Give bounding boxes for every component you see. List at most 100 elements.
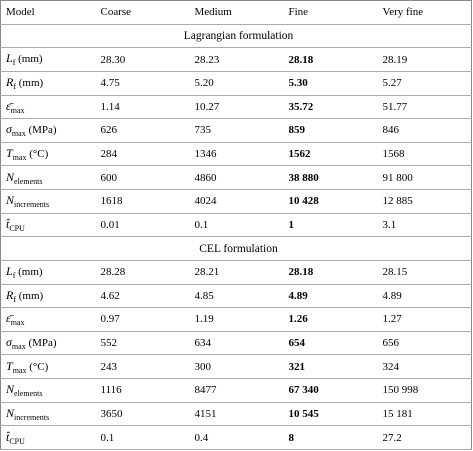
value-cell: 91 800: [377, 165, 472, 190]
unit: (mm): [18, 53, 43, 66]
value-cell: 1562: [283, 142, 378, 167]
symbol: σ: [6, 122, 12, 137]
data-row: Tmax (°C) 284 1346 1562 1568: [0, 142, 472, 167]
value-cell: 300: [189, 354, 284, 379]
value-cell: 552: [95, 331, 190, 356]
data-row: σmax (MPa) 552 634 654 656: [0, 331, 472, 356]
data-row: Lf (mm) 28.28 28.21 28.18 28.15: [0, 260, 472, 285]
subscript: f: [13, 82, 17, 92]
row-label: t̂CPU: [0, 213, 96, 238]
subscript: CPU: [9, 224, 25, 234]
subscript: max: [10, 318, 25, 328]
value-cell: 28.23: [189, 47, 284, 72]
value-cell: 5.20: [189, 71, 284, 96]
value-cell: 8477: [189, 378, 284, 403]
symbol: N: [6, 382, 15, 397]
value-cell: 0.4: [189, 425, 284, 450]
subscript: elements: [14, 389, 43, 399]
symbol: ε̄: [6, 311, 11, 326]
value-cell: 1.19: [189, 307, 284, 332]
value-cell: 4.89: [377, 284, 472, 309]
value-cell: 243: [95, 354, 190, 379]
value-cell: 4.89: [283, 284, 378, 309]
value-cell: 1.14: [95, 95, 190, 120]
value-cell: 12 885: [377, 189, 472, 214]
symbol: R: [6, 287, 14, 302]
value-cell: 28.18: [283, 47, 378, 72]
value-cell: 1618: [95, 189, 190, 214]
value-cell: 10.27: [189, 95, 284, 120]
value-cell: 1116: [95, 378, 190, 403]
row-label: σmax (MPa): [0, 331, 96, 356]
data-row: t̂CPU 0.1 0.4 8 27.2: [0, 425, 472, 450]
unit: (mm): [18, 266, 43, 279]
value-cell: 656: [377, 331, 472, 356]
subscript: max: [11, 342, 26, 352]
value-cell: 10 428: [283, 189, 378, 214]
subscript: f: [13, 294, 17, 304]
value-cell: 3650: [95, 402, 190, 427]
value-cell: 5.27: [377, 71, 472, 96]
value-cell: 735: [189, 118, 284, 143]
unit: (mm): [18, 77, 44, 90]
value-cell: 150 998: [377, 378, 472, 403]
value-cell: 5.30: [283, 71, 378, 96]
value-cell: 4.75: [95, 71, 190, 96]
value-cell: 4.62: [95, 284, 190, 309]
header-row: Model Coarse Medium Fine Very fine: [0, 0, 472, 25]
symbol: T: [6, 145, 13, 160]
data-row: Nincrements 3650 4151 10 545 15 181: [0, 402, 472, 427]
value-cell: 846: [377, 118, 472, 143]
data-row: Nincrements 1618 4024 10 428 12 885: [0, 189, 472, 214]
value-cell: 3.1: [377, 213, 472, 238]
subscript: f: [12, 271, 16, 281]
unit: (°C): [29, 147, 49, 160]
value-cell: 67 340: [283, 378, 378, 403]
symbol: t̂: [6, 429, 10, 444]
value-cell: 634: [189, 331, 284, 356]
section-row: CEL formulation: [0, 236, 472, 261]
subscript: increments: [14, 413, 50, 423]
row-label: Tmax (°C): [0, 354, 96, 379]
value-cell: 28.28: [95, 260, 190, 285]
value-cell: 4.85: [189, 284, 284, 309]
symbol: N: [6, 193, 15, 208]
symbol: L: [6, 51, 13, 66]
data-row: Nelements 1116 8477 67 340 150 998: [0, 378, 472, 403]
value-cell: 600: [95, 165, 190, 190]
value-cell: 0.1: [95, 425, 190, 450]
row-label: Lf (mm): [0, 260, 96, 285]
row-label: Rf (mm): [0, 284, 96, 309]
value-cell: 28.15: [377, 260, 472, 285]
symbol: N: [6, 405, 15, 420]
header-cell: Fine: [283, 0, 378, 25]
subscript: max: [11, 129, 26, 139]
symbol: σ: [6, 334, 12, 349]
value-cell: 1568: [377, 142, 472, 167]
value-cell: 0.97: [95, 307, 190, 332]
subscript: max: [12, 153, 27, 163]
symbol: t̂: [6, 216, 10, 231]
data-row: t̂CPU 0.01 0.1 1 3.1: [0, 213, 472, 238]
value-cell: 654: [283, 331, 378, 356]
section-title: Lagrangian formulation: [0, 24, 472, 49]
row-label: Rf (mm): [0, 71, 96, 96]
value-cell: 1.27: [377, 307, 472, 332]
unit: (MPa): [28, 336, 57, 349]
value-cell: 15 181: [377, 402, 472, 427]
symbol: ε̄: [6, 98, 11, 113]
subscript: increments: [14, 200, 50, 210]
value-cell: 0.1: [189, 213, 284, 238]
value-cell: 1346: [189, 142, 284, 167]
value-cell: 35.72: [283, 95, 378, 120]
subscript: max: [10, 105, 25, 115]
value-cell: 27.2: [377, 425, 472, 450]
data-row: Lf (mm) 28.30 28.23 28.18 28.19: [0, 47, 472, 72]
value-cell: 4151: [189, 402, 284, 427]
value-cell: 10 545: [283, 402, 378, 427]
value-cell: 324: [377, 354, 472, 379]
symbol: T: [6, 358, 13, 373]
value-cell: 626: [95, 118, 190, 143]
